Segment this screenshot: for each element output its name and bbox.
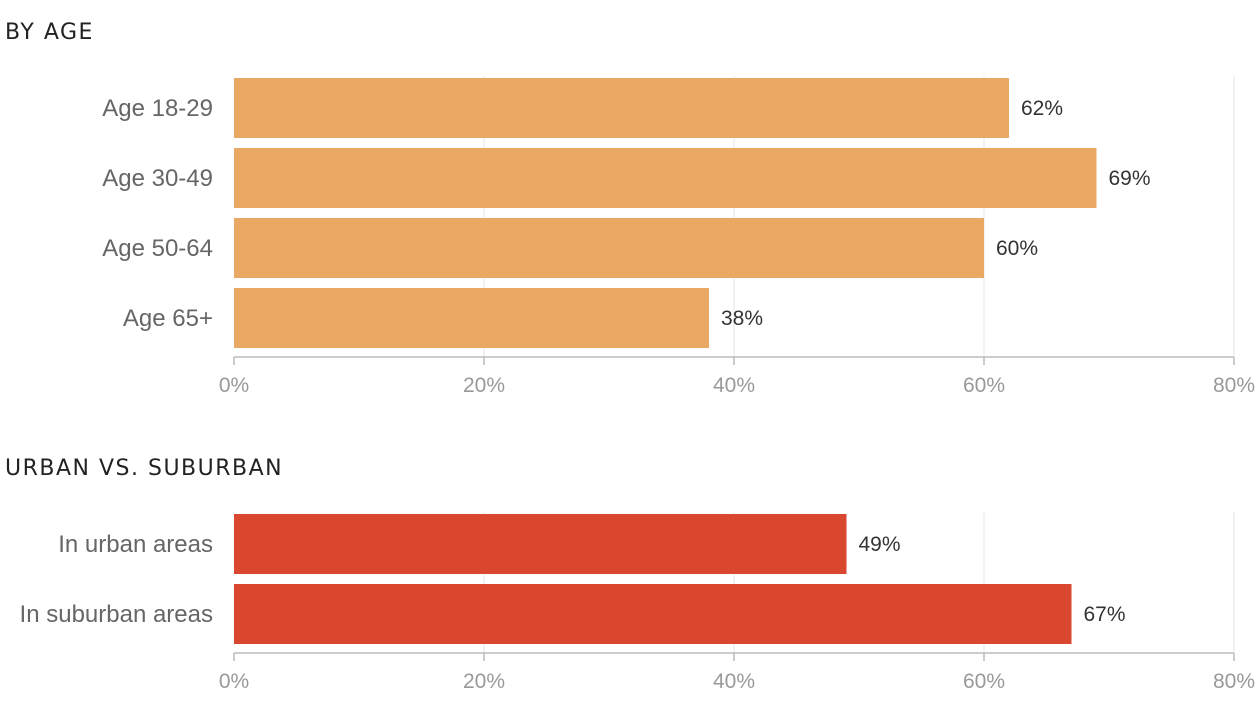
category-label: In urban areas [58, 531, 213, 558]
x-tick-label: 40% [713, 374, 755, 397]
x-tick-label: 20% [463, 670, 505, 693]
category-label: In suburban areas [20, 601, 213, 628]
category-label: Age 30-49 [102, 165, 213, 192]
value-label: 69% [1109, 167, 1151, 190]
value-label: 38% [721, 307, 763, 330]
bar [234, 218, 984, 278]
x-tick-label: 0% [219, 374, 249, 397]
value-label: 62% [1021, 97, 1063, 120]
x-tick-label: 80% [1213, 374, 1255, 397]
bar [234, 514, 847, 574]
x-tick-label: 80% [1213, 670, 1255, 693]
x-tick-label: 20% [463, 374, 505, 397]
urban-suburban-bar-chart: In urban areas 49% In suburban areas 67% 0% 2… [20, 512, 1255, 693]
category-label: Age 65+ [123, 305, 213, 332]
section-title-urban-vs-suburban: URBAN VS. SUBURBAN [5, 456, 284, 481]
by-age-bar-chart: Age 18-29 62% Age 30-49 69% Age 50-64 60% Age … [102, 76, 1255, 397]
value-label: 60% [996, 237, 1038, 260]
x-tick-label: 0% [219, 670, 249, 693]
category-label: Age 18-29 [102, 95, 213, 122]
x-tick-label: 60% [963, 670, 1005, 693]
value-label: 49% [859, 533, 901, 556]
x-tick-label: 60% [963, 374, 1005, 397]
x-tick-label: 40% [713, 670, 755, 693]
bar [234, 148, 1097, 208]
category-label: Age 50-64 [102, 235, 213, 262]
section-title-by-age: BY AGE [5, 20, 94, 45]
value-label: 67% [1084, 603, 1126, 626]
bar [234, 78, 1009, 138]
bar [234, 288, 709, 348]
bar [234, 584, 1072, 644]
